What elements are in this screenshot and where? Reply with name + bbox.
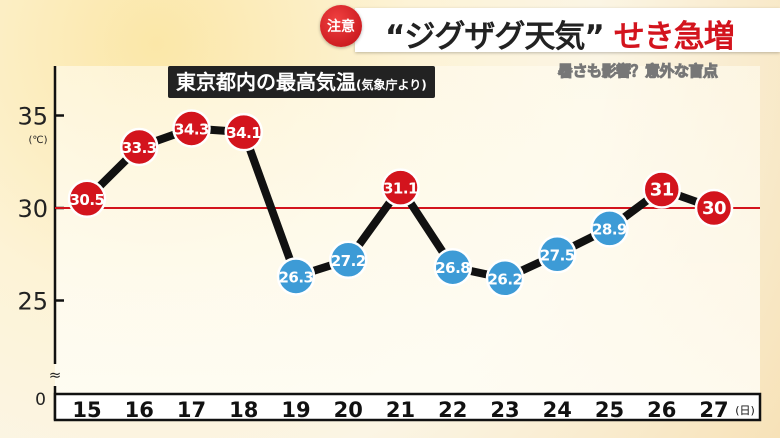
data-label: 31 — [650, 180, 674, 201]
data-point — [485, 259, 525, 298]
x-tick-label: 20 — [334, 398, 363, 422]
data-point — [67, 179, 107, 218]
data-point — [642, 170, 681, 209]
data-label: 27.5 — [540, 246, 575, 264]
data-label: 26.3 — [278, 268, 313, 286]
chart-title-note: (気象庁より) — [356, 78, 427, 92]
plot-area — [55, 66, 760, 396]
x-tick-label: 25 — [595, 398, 624, 422]
x-tick-label: 21 — [386, 398, 415, 422]
data-label: 34.3 — [174, 120, 209, 138]
x-axis-band — [53, 392, 762, 422]
x-tick-label: 24 — [543, 398, 572, 422]
data-point — [224, 112, 263, 152]
data-label: 28.9 — [592, 220, 627, 238]
data-label: 30.5 — [69, 191, 104, 209]
data-label: 27.2 — [331, 252, 366, 270]
data-point — [433, 247, 472, 287]
x-tick-label: 18 — [229, 398, 258, 422]
x-tick-label: 19 — [281, 398, 310, 422]
data-label: 30 — [702, 198, 726, 219]
chart-title-text: 東京都内の最高気温 — [176, 70, 356, 94]
data-point — [590, 209, 629, 248]
x-tick-label: 17 — [177, 398, 206, 422]
data-point — [329, 240, 368, 280]
data-point — [538, 235, 577, 274]
data-label: 31.1 — [383, 180, 418, 198]
x-tick-label: 26 — [647, 398, 676, 422]
headline: “ジグザグ天気” せき急増 — [385, 11, 735, 56]
subheadline: 暑さも影響？意外な盲点 — [558, 62, 719, 81]
y-tick-label: 0 — [35, 390, 46, 410]
data-point — [120, 127, 159, 167]
data-label: 33.3 — [122, 139, 157, 157]
data-point — [694, 188, 734, 228]
y-tick-label: 35 — [17, 103, 48, 131]
caution-badge: 注意 — [320, 5, 362, 47]
x-tick-label: 23 — [490, 398, 519, 422]
data-label: 26.8 — [435, 259, 470, 277]
data-point — [172, 109, 211, 148]
y-unit-label: (℃) — [28, 135, 47, 146]
data-label: 26.2 — [487, 270, 522, 288]
x-tick-label: 27 — [699, 398, 728, 422]
y-tick-label: 25 — [17, 288, 48, 316]
y-tick-label: 30 — [17, 195, 48, 223]
data-point — [381, 168, 420, 207]
data-point — [276, 257, 316, 296]
headline-main: “ジグザグ天気” — [385, 19, 605, 55]
x-tick-label: 15 — [72, 398, 101, 422]
x-tick-label: 22 — [438, 398, 467, 422]
axis-break-icon: ≈ — [49, 366, 62, 384]
headline-accent: せき急増 — [613, 19, 735, 55]
chart-title: 東京都内の最高気温(気象庁より) — [168, 66, 435, 98]
x-tick-label: 16 — [125, 398, 154, 422]
data-label: 34.1 — [226, 124, 261, 142]
x-unit-label: (日) — [735, 404, 755, 417]
headline-banner — [355, 8, 780, 52]
